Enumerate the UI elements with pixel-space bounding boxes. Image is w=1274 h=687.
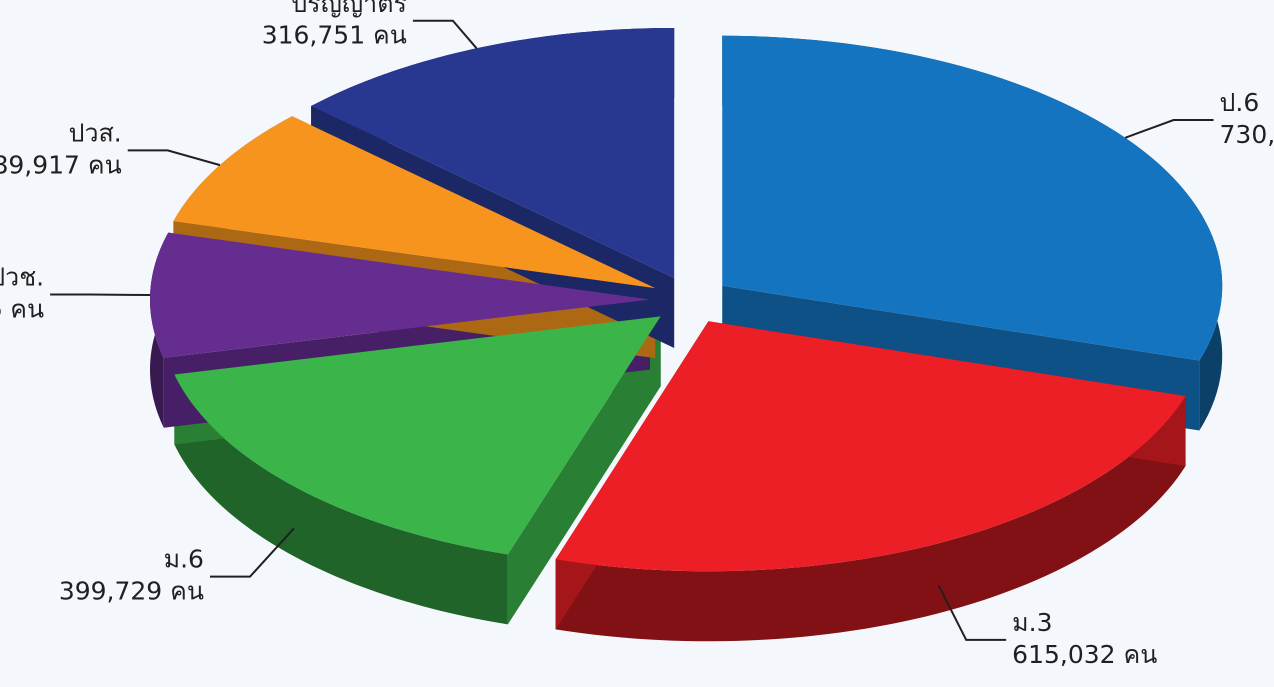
leader-line <box>127 149 221 167</box>
value-label: 730,656 คน <box>1220 120 1274 149</box>
slice <box>173 116 656 289</box>
leader-line <box>1124 119 1214 139</box>
slice <box>311 27 675 278</box>
value-label: 399,729 คน <box>59 577 204 606</box>
leader-line <box>412 19 478 49</box>
slice-side <box>555 396 1186 642</box>
slice <box>722 35 1223 361</box>
category-label: ปวส. <box>69 118 122 147</box>
slice <box>150 232 651 358</box>
category-label: ม.6 <box>164 545 204 574</box>
value-label: 615,032 คน <box>1012 640 1157 669</box>
value-label: 197,186 คน <box>0 294 44 323</box>
slice <box>555 321 1186 572</box>
tops <box>150 27 1223 572</box>
labels: ป.6 730,656 คนม.3 615,032 คน ม.6 399,729 คน ป… <box>0 0 1274 669</box>
slice-cut <box>507 316 661 625</box>
slice-side <box>174 374 508 625</box>
category-label: ป.6 <box>1220 88 1260 117</box>
leader-line <box>50 293 151 297</box>
category-label: ปริญญาตรี <box>291 0 407 18</box>
leader-line <box>209 527 295 578</box>
value-label: 316,751 คน <box>262 21 407 50</box>
value-label: 189,917 คน <box>0 150 122 179</box>
category-label: ม.3 <box>1012 608 1052 637</box>
leader-line <box>937 584 1007 641</box>
category-label: ปวช. <box>0 262 44 291</box>
slice <box>174 316 661 555</box>
